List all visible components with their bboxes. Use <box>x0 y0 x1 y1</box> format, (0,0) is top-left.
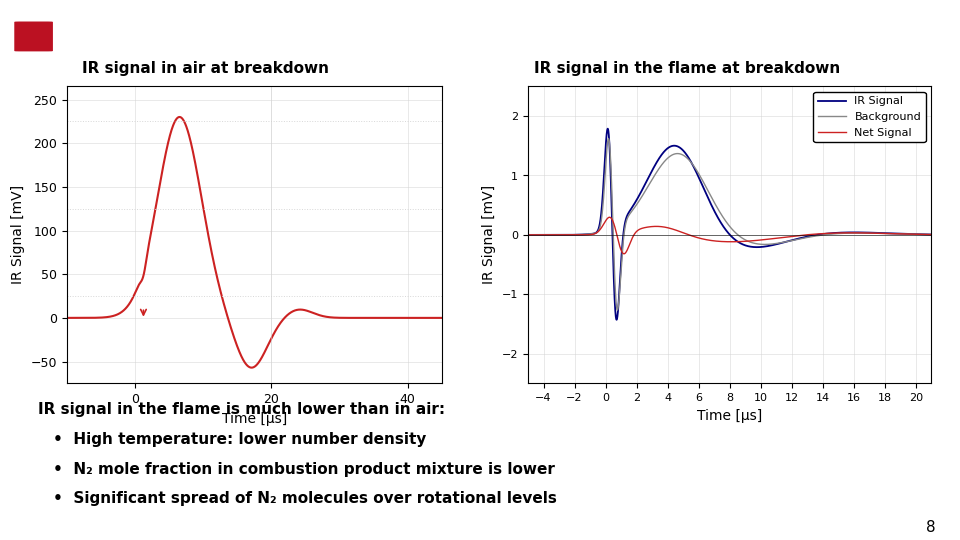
Text: IR signal in the flame at breakdown: IR signal in the flame at breakdown <box>535 62 841 76</box>
Y-axis label: IR Signal [mV]: IR Signal [mV] <box>12 185 25 285</box>
Net Signal <box>522 232 534 238</box>
Background <box>677 152 688 158</box>
Text: •  N₂ mole fraction in combustion product mixture is lower: • N₂ mole fraction in combustion product… <box>53 462 555 477</box>
IR Signal <box>918 231 929 238</box>
Background <box>925 231 937 238</box>
Line: IR Signal: IR Signal <box>528 129 931 320</box>
Background <box>695 173 707 180</box>
Legend: IR Signal, Background, Net Signal: IR Signal, Background, Net Signal <box>813 92 925 142</box>
Y-axis label: IR Signal [mV]: IR Signal [mV] <box>482 185 496 285</box>
Background <box>603 136 614 142</box>
Background <box>612 307 623 313</box>
IR Signal <box>602 125 613 132</box>
Text: IR signal in air at breakdown: IR signal in air at breakdown <box>82 62 328 76</box>
Net Signal <box>592 228 604 235</box>
Text: IR signal in the flame is much lower than in air:: IR signal in the flame is much lower tha… <box>38 402 445 417</box>
Background <box>592 228 604 235</box>
Net Signal <box>695 235 707 241</box>
Text: 4-WAVE MIXING IR SIGNALS IN AIR AND HYDROGEN FLAME: 4-WAVE MIXING IR SIGNALS IN AIR AND HYDR… <box>176 26 861 46</box>
Net Signal <box>677 230 688 236</box>
Text: 8: 8 <box>926 519 936 535</box>
IR Signal <box>522 232 534 238</box>
Net Signal <box>604 214 615 220</box>
Net Signal <box>568 232 580 238</box>
Net Signal <box>925 231 937 238</box>
X-axis label: Time [μs]: Time [μs] <box>697 409 762 423</box>
Net Signal <box>918 231 929 238</box>
Line: Net Signal: Net Signal <box>528 217 931 254</box>
FancyBboxPatch shape <box>0 6 69 66</box>
IR Signal <box>592 227 604 234</box>
Line: Background: Background <box>528 139 931 310</box>
Background <box>875 230 886 237</box>
Net Signal <box>875 230 886 237</box>
IR Signal <box>611 316 622 323</box>
IR Signal <box>875 230 886 236</box>
X-axis label: Time [μs]: Time [μs] <box>222 411 287 426</box>
FancyBboxPatch shape <box>14 22 53 51</box>
IR Signal <box>568 232 580 238</box>
IR Signal <box>925 231 937 238</box>
IR Signal <box>677 147 688 153</box>
Net Signal <box>618 251 630 257</box>
Background <box>568 232 580 238</box>
IR Signal <box>695 178 707 184</box>
Text: •  Significant spread of N₂ molecules over rotational levels: • Significant spread of N₂ molecules ove… <box>53 491 557 507</box>
Background <box>522 232 534 238</box>
Text: •  High temperature: lower number density: • High temperature: lower number density <box>53 432 426 447</box>
Background <box>918 231 929 238</box>
